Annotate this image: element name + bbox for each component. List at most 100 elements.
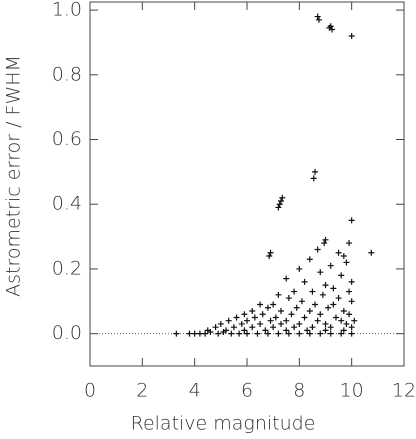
point	[301, 278, 308, 285]
point	[327, 262, 334, 269]
point	[257, 301, 264, 308]
point	[348, 278, 355, 285]
plot-frame	[89, 1, 405, 367]
point	[244, 330, 250, 337]
point	[322, 236, 329, 243]
x-tick-label: 6	[241, 380, 253, 402]
point	[338, 317, 345, 324]
point	[327, 330, 334, 337]
y-tick-label: 0.4	[52, 193, 82, 215]
point	[312, 301, 319, 308]
point	[212, 324, 219, 331]
x-tick-label: 0	[84, 380, 96, 402]
point	[343, 320, 350, 327]
point	[272, 314, 279, 321]
point	[317, 330, 324, 337]
point	[368, 249, 375, 256]
point	[319, 291, 326, 298]
point	[241, 327, 248, 334]
point	[298, 298, 305, 305]
point	[275, 204, 282, 211]
point	[270, 324, 277, 331]
point	[207, 329, 214, 336]
point	[335, 249, 342, 256]
point	[309, 288, 316, 295]
point	[312, 168, 319, 175]
y-tick-label: 1.0	[52, 0, 82, 21]
x-tick-label: 8	[293, 380, 305, 402]
point	[340, 307, 347, 314]
point	[315, 16, 322, 23]
point	[322, 282, 329, 289]
point	[196, 330, 203, 337]
point	[340, 252, 347, 259]
point	[327, 324, 334, 331]
point	[306, 307, 313, 314]
point	[249, 324, 256, 331]
point	[330, 301, 337, 308]
point	[325, 304, 332, 311]
point	[278, 197, 285, 204]
point	[254, 330, 261, 337]
point	[346, 311, 353, 318]
point	[304, 327, 311, 334]
point	[306, 256, 313, 263]
point	[348, 330, 355, 337]
point	[314, 317, 321, 324]
point	[348, 217, 355, 224]
point	[285, 330, 292, 337]
point	[296, 330, 303, 337]
point	[278, 307, 285, 314]
point	[202, 330, 209, 337]
point	[348, 324, 355, 331]
point	[283, 327, 290, 334]
point	[309, 324, 316, 331]
point	[267, 249, 274, 256]
point	[225, 317, 232, 324]
point	[215, 330, 222, 337]
y-tick-label: 0.6	[52, 128, 82, 150]
point	[220, 329, 227, 336]
point	[338, 272, 345, 279]
point	[351, 317, 358, 324]
point	[249, 307, 256, 314]
y-tick-label: 0.2	[52, 257, 82, 279]
point	[317, 311, 324, 318]
point	[314, 246, 321, 253]
point	[191, 330, 198, 337]
point	[288, 311, 295, 318]
point	[283, 275, 290, 282]
point	[238, 320, 245, 327]
point	[276, 201, 283, 208]
point	[275, 330, 282, 337]
point	[314, 13, 321, 20]
point	[330, 285, 337, 292]
point	[270, 301, 277, 308]
point	[217, 320, 224, 327]
point	[293, 304, 300, 311]
point	[233, 314, 240, 321]
point	[244, 317, 250, 324]
point	[267, 317, 274, 324]
point	[343, 259, 350, 266]
point	[296, 265, 303, 272]
point	[236, 330, 243, 337]
point	[321, 240, 328, 247]
point	[322, 320, 329, 327]
point	[257, 320, 264, 327]
point	[348, 298, 355, 305]
point	[332, 314, 339, 321]
point	[228, 330, 235, 337]
point	[322, 327, 329, 334]
point	[317, 269, 324, 276]
point	[285, 295, 292, 302]
point	[306, 330, 313, 337]
point	[326, 24, 333, 31]
y-axis-title: Astrometric error / FWHM	[3, 55, 25, 297]
point	[310, 175, 317, 182]
point	[346, 288, 353, 295]
point	[296, 320, 303, 327]
point	[279, 194, 286, 201]
x-tick-label: 10	[340, 380, 364, 402]
